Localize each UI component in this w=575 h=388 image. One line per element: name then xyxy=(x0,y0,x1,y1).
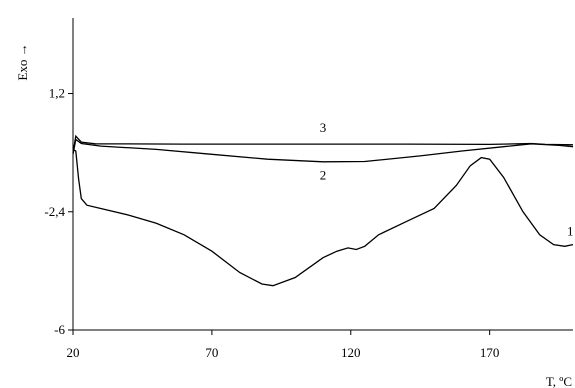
axes: 1,2 -2,4 -620 70 120 170 xyxy=(44,18,573,360)
series-label-1: 1 xyxy=(567,223,574,238)
y-tick-label: -2,4 xyxy=(44,204,65,219)
x-tick-label: 170 xyxy=(480,345,500,360)
x-tick-label: 70 xyxy=(205,345,218,360)
x-tick-label: 120 xyxy=(341,345,361,360)
series-group: 3 2 1 xyxy=(72,120,574,287)
series-line-3 xyxy=(72,134,574,153)
x-axis-label: T, ºC xyxy=(546,374,572,388)
series-line-1 xyxy=(72,148,574,287)
y-tick-label: -6 xyxy=(54,322,65,337)
series-line-2 xyxy=(72,138,574,163)
y-axis-label: Exo → xyxy=(15,43,30,80)
series-label-3: 3 xyxy=(320,120,327,135)
series-label-2: 2 xyxy=(320,168,327,183)
x-tick-label: 20 xyxy=(67,345,80,360)
y-tick-label: 1,2 xyxy=(49,86,65,101)
